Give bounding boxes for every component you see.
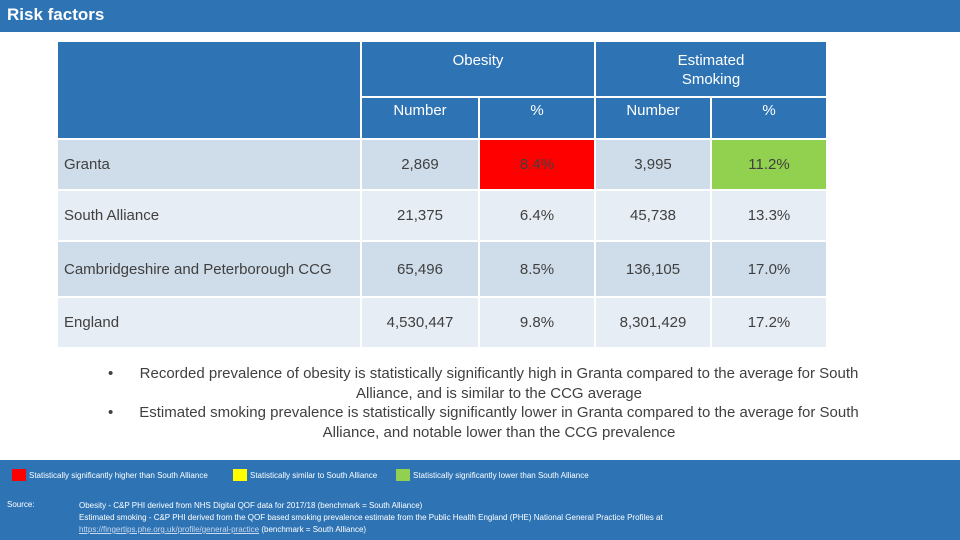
- source-line-smoking: Estimated smoking - C&P PHI derived from…: [79, 513, 663, 522]
- table-cell-smoking-number: 8,301,429: [596, 298, 710, 347]
- smoking-pct-header: %: [712, 98, 826, 138]
- table-row-name: Cambridgeshire and Peterborough CCG: [58, 242, 360, 296]
- obesity-number-header: Number: [362, 98, 478, 138]
- legend: Statistically significantly higher than …: [0, 460, 960, 490]
- table-cell-obesity-number: 4,530,447: [362, 298, 478, 347]
- source-link[interactable]: https://fingertips.phe.org.uk/profile/ge…: [79, 525, 260, 534]
- legend-label: Statistically significantly lower than S…: [413, 470, 589, 480]
- table-cell-obesity-number: 65,496: [362, 242, 478, 296]
- legend-swatch-red: [12, 469, 26, 481]
- source-benchmark: (benchmark = South Alliance): [259, 525, 367, 534]
- table-cell-smoking-number: 136,105: [596, 242, 710, 296]
- table-cell-smoking-pct: 17.0%: [712, 242, 826, 296]
- smoking-number-header: Number: [596, 98, 710, 138]
- table-cell-smoking-number: 45,738: [596, 191, 710, 240]
- page-title: Risk factors: [7, 5, 105, 24]
- finding-text: Estimated smoking prevalence is statisti…: [139, 404, 859, 441]
- table-cell-obesity-pct: 9.8%: [480, 298, 594, 347]
- finding-text: Recorded prevalence of obesity is statis…: [139, 365, 859, 402]
- table-cell-smoking-pct: 17.2%: [712, 298, 826, 347]
- source-label: Source:: [7, 500, 35, 509]
- table-cell-obesity-pct: 8.4%: [480, 140, 594, 189]
- table-cell-obesity-number: 2,869: [362, 140, 478, 189]
- obesity-group-header: Obesity: [362, 42, 594, 96]
- title-bar: Risk factors: [0, 0, 960, 32]
- obesity-pct-header: %: [480, 98, 594, 138]
- legend-item-low: Statistically significantly lower than S…: [396, 469, 589, 481]
- legend-swatch-yellow: [233, 469, 247, 481]
- table-row-name: Granta: [58, 140, 360, 189]
- list-item: • Recorded prevalence of obesity is stat…: [108, 364, 868, 403]
- bullet-icon: •: [108, 404, 114, 421]
- bullet-icon: •: [108, 365, 114, 382]
- smoking-group-header: Estimated Smoking: [596, 42, 826, 96]
- legend-swatch-green: [396, 469, 410, 481]
- list-item: • Estimated smoking prevalence is statis…: [108, 403, 868, 442]
- source-line-obesity: Obesity - C&P PHI derived from NHS Digit…: [79, 501, 423, 510]
- source-line-link: https://fingertips.phe.org.uk/profile/ge…: [79, 524, 949, 536]
- table-cell-obesity-pct: 6.4%: [480, 191, 594, 240]
- legend-item-similar: Statistically similar to South Alliance: [233, 469, 377, 481]
- table-row-name: South Alliance: [58, 191, 360, 240]
- legend-label: Statistically significantly higher than …: [29, 470, 208, 480]
- table-cell-smoking-pct: 13.3%: [712, 191, 826, 240]
- source-text: Obesity - C&P PHI derived from NHS Digit…: [79, 500, 949, 536]
- table-cell-smoking-pct: 11.2%: [712, 140, 826, 189]
- table-cell-obesity-pct: 8.5%: [480, 242, 594, 296]
- source-footer: Source: Obesity - C&P PHI derived from N…: [0, 490, 960, 540]
- legend-label: Statistically similar to South Alliance: [250, 470, 378, 480]
- legend-item-high: Statistically significantly higher than …: [12, 469, 208, 481]
- table-cell-obesity-number: 21,375: [362, 191, 478, 240]
- findings-list: • Recorded prevalence of obesity is stat…: [108, 364, 868, 442]
- table-row-name: England: [58, 298, 360, 347]
- table-corner-header: [58, 42, 360, 138]
- table-cell-smoking-number: 3,995: [596, 140, 710, 189]
